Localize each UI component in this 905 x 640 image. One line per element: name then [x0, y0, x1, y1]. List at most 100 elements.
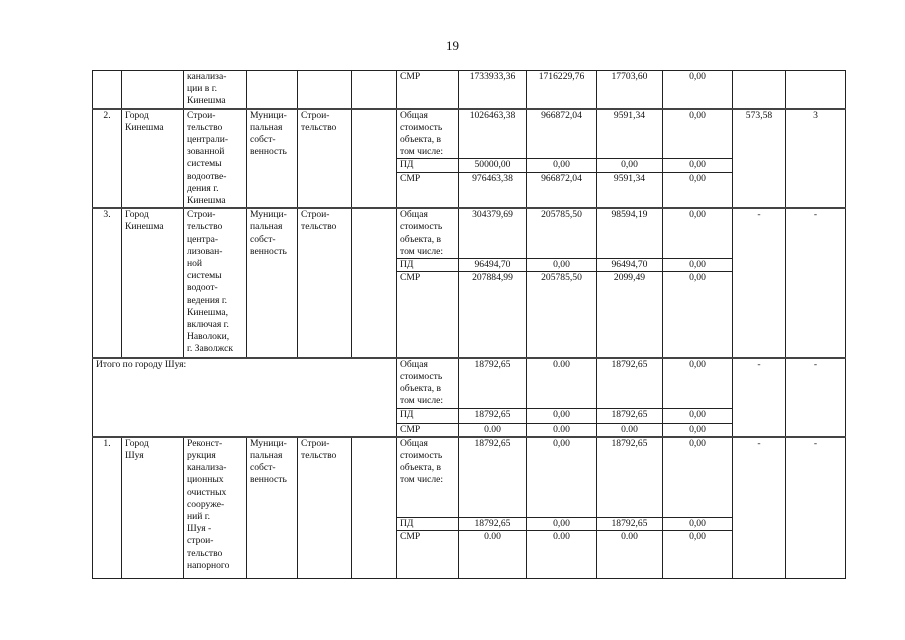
capacity-value [732, 69, 786, 110]
table-row: 2. Город Кинешма Строи- тельство централи-… [92, 107, 846, 209]
cost-value: 18792,65 [596, 435, 663, 519]
cost-value: 0,00 [662, 258, 733, 273]
cost-value: 9591,34 [596, 107, 663, 160]
item-number: 3. [92, 207, 122, 359]
cost-value: 0,00 [526, 258, 597, 273]
cost-value: 0.00 [458, 530, 527, 580]
table-row: СМР 0.00 0.00 0.00 0,00 [93, 422, 846, 438]
capacity-value: - [732, 356, 786, 438]
cost-value: 18792,65 [458, 356, 527, 409]
cost-value: 96494,70 [458, 258, 527, 273]
cost-value: 0.00 [596, 422, 663, 438]
cost-value: 304379,69 [458, 207, 527, 260]
object-description: канализа- ции в г. Кинешма [183, 69, 247, 110]
term-value: - [785, 207, 846, 359]
work-type: Строи- тельство [297, 435, 352, 580]
empty-cell [351, 107, 397, 209]
cost-value: 2099,49 [596, 271, 663, 359]
table-row: ПД 18792,65 0,00 18792,65 0,00 [93, 407, 846, 424]
cost-value: 0,00 [662, 530, 733, 580]
cost-value: 1733933,36 [458, 69, 527, 110]
cost-label: СМР [396, 69, 459, 110]
cost-label: ПД [396, 158, 459, 173]
total-title: Итого по городу Шуя: [92, 356, 397, 438]
cost-label: Общая стоимость объекта, в том числе: [396, 207, 459, 260]
ownership: Муници- пальная собст- венность [246, 207, 298, 359]
cost-label: Общая стоимость объекта, в том числе: [396, 356, 459, 409]
cost-value: 0,00 [662, 69, 733, 110]
cost-value: 0.00 [526, 530, 597, 580]
cost-value: 0,00 [596, 158, 663, 173]
cost-value: 50000,00 [458, 158, 527, 173]
table-row: СМР 207884,99 205785,50 2099,49 0,00 [93, 271, 846, 359]
cost-value: 98594,19 [596, 207, 663, 260]
cost-value: 205785,50 [526, 271, 597, 359]
empty-cell [351, 69, 397, 110]
cost-value: 0,00 [526, 158, 597, 173]
cost-label: ПД [396, 407, 459, 424]
capacity-value: - [732, 207, 786, 359]
cost-value: 0.00 [596, 530, 663, 580]
cost-value: 0.00 [526, 422, 597, 438]
table-row: ПД 96494,70 0,00 96494,70 0,00 [93, 258, 846, 273]
cost-value: 9591,34 [596, 171, 663, 209]
table-row: 1. Город Шуя Реконст- рукция канализа- цио… [92, 435, 846, 580]
cost-value: 18792,65 [596, 356, 663, 409]
table-row: ПД 50000,00 0,00 0,00 0,00 [93, 158, 846, 173]
cost-label: СМР [396, 171, 459, 209]
term-value [785, 69, 846, 110]
cost-value: 18792,65 [458, 517, 527, 532]
cost-label: Общая стоимость объекта, в том числе: [396, 107, 459, 160]
work-type [297, 69, 352, 110]
cost-value: 0.00 [526, 356, 597, 409]
cost-value: 966872,04 [526, 171, 597, 209]
cost-label: Общая стоимость объекта, в том числе: [396, 435, 459, 519]
cost-value: 0,00 [662, 158, 733, 173]
cost-value: 0,00 [662, 407, 733, 424]
term-value: 3 [785, 107, 846, 209]
cost-value: 18792,65 [458, 435, 527, 519]
cost-value: 0,00 [662, 171, 733, 209]
cost-label: СМР [396, 530, 459, 580]
item-number [92, 69, 122, 110]
cost-value: 0,00 [526, 435, 597, 519]
table-row: 3. Город Кинешма Строи- тельство центра- л… [92, 207, 846, 359]
capacity-value: 573,58 [732, 107, 786, 209]
cost-value: 1716229,76 [526, 69, 597, 110]
table-row: канализа- ции в г. Кинешма СМР 1733933,36 1… [92, 69, 846, 110]
object-description: Строи- тельство централи- зованной систе… [183, 107, 247, 209]
cost-value: 0,00 [526, 517, 597, 532]
ownership [246, 69, 298, 110]
cost-value: 17703,60 [596, 69, 663, 110]
table-row: Итого по городу Шуя: Общая стоимость объе… [92, 356, 846, 438]
cost-value: 18792,65 [458, 407, 527, 424]
cost-label: ПД [396, 258, 459, 273]
object-description: Строи- тельство центра- лизован- ной сис… [183, 207, 247, 359]
cost-value: 0,00 [662, 517, 733, 532]
municipality: Город Кинешма [121, 207, 184, 359]
table-row: СМР 976463,38 966872,04 9591,34 0,00 [93, 171, 846, 209]
cost-value: 18792,65 [596, 517, 663, 532]
cost-value: 0.00 [458, 422, 527, 438]
empty-cell [351, 435, 397, 580]
cost-value: 0,00 [662, 271, 733, 359]
municipality: Город Кинешма [121, 107, 184, 209]
cost-value: 966872,04 [526, 107, 597, 160]
municipality: Город Шуя [121, 435, 184, 580]
cost-value: 0,00 [662, 207, 733, 260]
cost-value: 18792,65 [596, 407, 663, 424]
municipality [121, 69, 184, 110]
cost-label: СМР [396, 271, 459, 359]
table-row: ПД 18792,65 0,00 18792,65 0,00 [93, 517, 846, 532]
page-number: 19 [446, 38, 459, 53]
cost-value: 0,00 [662, 422, 733, 438]
cost-value: 207884,99 [458, 271, 527, 359]
investment-table: канализа- ции в г. Кинешма СМР 1733933,36 1… [92, 69, 846, 580]
empty-cell [351, 207, 397, 359]
capacity-value: - [732, 435, 786, 580]
work-type: Строи- тельство [297, 207, 352, 359]
cost-value: 205785,50 [526, 207, 597, 260]
cost-value: 0,00 [662, 107, 733, 160]
ownership: Муници- пальная собст- венность [246, 435, 298, 580]
cost-value: 976463,38 [458, 171, 527, 209]
